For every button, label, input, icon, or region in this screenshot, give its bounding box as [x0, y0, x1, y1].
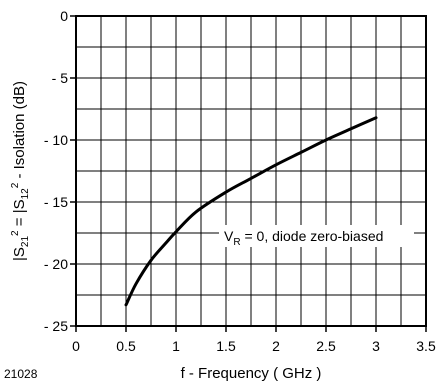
y-axis-label: |S212 = |S122 - Isolation (dB) — [10, 81, 31, 261]
x-tick-label: 3.5 — [416, 338, 436, 354]
y-tick-label: - 10 — [44, 132, 68, 148]
x-tick-label: 2.5 — [316, 338, 336, 354]
y-tick-labels: 0 - 5 - 10 - 15 - 20 - 25 — [44, 8, 68, 334]
series-line — [124, 116, 378, 307]
annotation-label: VR = 0, diode zero-biased — [224, 228, 383, 248]
y-tick-label: - 20 — [44, 256, 68, 272]
x-tick-label: 0 — [72, 338, 80, 354]
y-tick-label: - 25 — [44, 318, 68, 334]
grid — [76, 16, 426, 326]
figure-id: 21028 — [4, 367, 38, 381]
x-tick-label: 0.5 — [116, 338, 136, 354]
y-tick-label: - 5 — [52, 70, 69, 86]
y-tick-label: - 15 — [44, 194, 68, 210]
plot-frame — [75, 15, 427, 327]
x-tick-label: 2 — [272, 338, 280, 354]
x-tick-label: 1 — [172, 338, 180, 354]
x-axis-label: f - Frequency ( GHz ) — [181, 365, 322, 382]
series-group — [124, 116, 378, 307]
x-tick-label: 3 — [372, 338, 380, 354]
y-tick-label: 0 — [60, 8, 68, 24]
x-tick-label: 1.5 — [216, 338, 236, 354]
annotation-background — [219, 225, 414, 247]
x-tick-labels: 0 0.5 1 1.5 2 2.5 3 3.5 — [72, 338, 436, 354]
